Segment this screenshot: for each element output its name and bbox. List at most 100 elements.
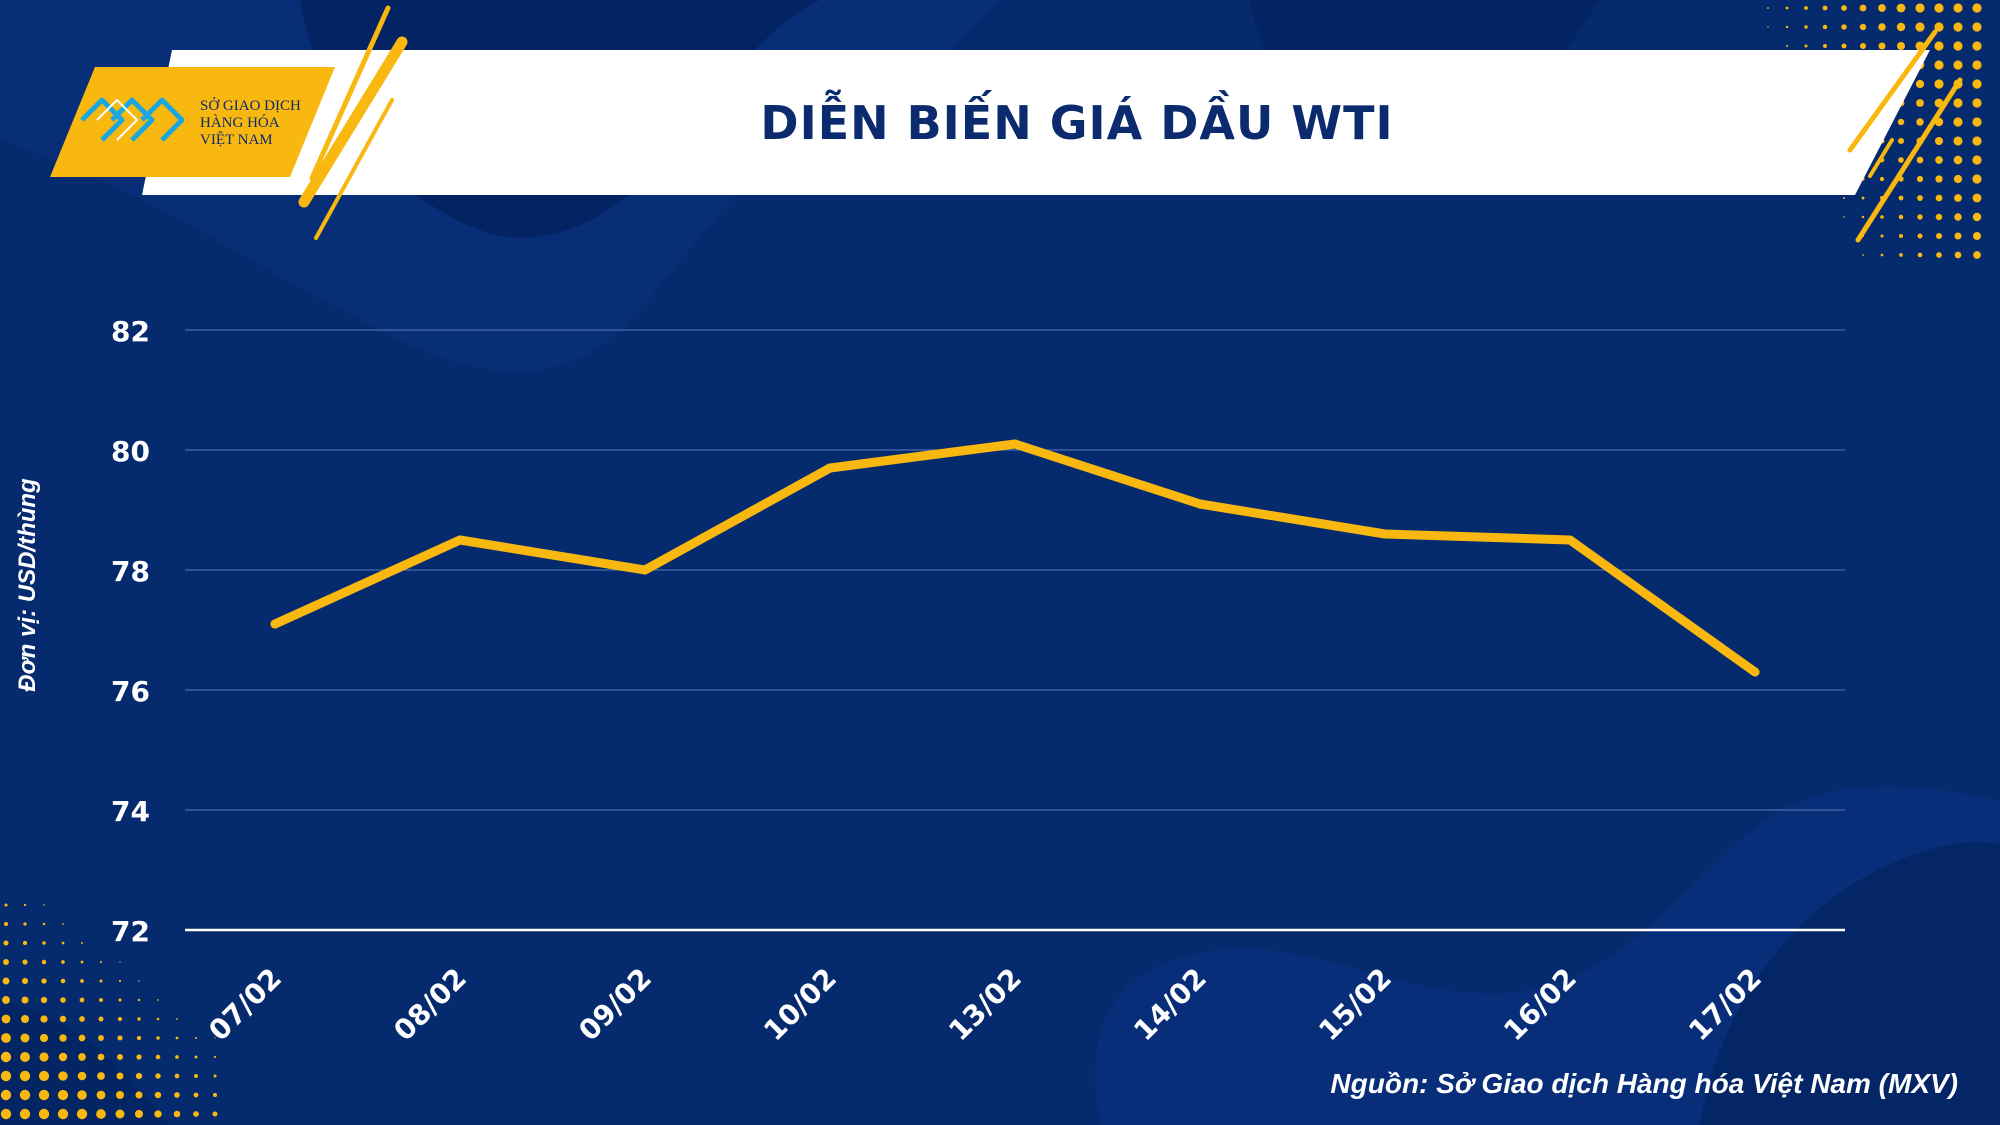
decor-dot [1859,4,1867,12]
decor-dot [1880,253,1884,257]
decor-dot [1934,22,1944,32]
decor-dot [1916,156,1924,164]
decor-dot [1896,41,1906,51]
decor-dot [98,1016,104,1022]
x-axis-tick-labels: 07/02 08/02 09/02 10/02 13/02 14/02 15/02 16/02… [202,962,1768,1048]
decor-dot [1767,7,1769,9]
decor-dot [1859,23,1867,31]
data-point [640,565,650,575]
decor-dot [97,1053,105,1061]
decor-dot [1915,3,1925,13]
decor-dot [99,998,103,1002]
decor-dot [1954,251,1962,259]
decor-dot [19,1070,31,1082]
accent-stripes-right [1847,29,1963,243]
decor-dot [1972,136,1982,146]
decor-dot [1935,232,1943,240]
decor-dot [1843,197,1845,199]
decor-dot [1841,43,1847,49]
logo-mark-icon [80,97,185,142]
decor-dot [40,1015,48,1023]
decor-dot [193,1111,199,1117]
logo-badge [50,67,335,177]
decor-dot [118,979,122,983]
decor-dot [20,1014,30,1024]
decor-dot [20,1052,30,1062]
decor-dot [135,1091,143,1099]
decor-dot [2,977,10,985]
decor-dot [0,1070,12,1082]
y-tick-label: 82 [111,315,150,348]
decor-dot [155,1073,161,1079]
decor-dot [42,941,46,945]
decor-dot [1972,22,1982,32]
decor-dot [1880,234,1884,238]
decor-dot [156,1017,160,1021]
data-point [1195,499,1205,509]
bg-wave-bottom-2 [1700,842,2000,1125]
x-tick-label: 09/02 [572,962,658,1048]
decor-dot [1804,6,1808,10]
decor-dot [1898,214,1904,220]
decor-dot [99,960,103,964]
decor-dot [212,1111,218,1117]
decor-dot [156,1036,160,1040]
logo-line-1: SỞ GIAO DỊCH [200,98,301,114]
page-title: DIỄN BIẾN GIÁ DẦU WTI [760,95,1394,150]
decor-dot [1935,175,1943,183]
decor-dot [1972,193,1982,203]
decor-dot [1785,6,1789,10]
decor-dot [195,1037,197,1039]
decor-dot [19,1108,31,1120]
decor-dot [194,1055,198,1059]
decor-dot [1822,24,1828,30]
decor-dot [96,1109,106,1119]
decor-dot [1916,118,1924,126]
decor-dot [1785,44,1789,48]
decor-dot [2,996,10,1004]
decor-dot [1972,174,1982,184]
decor-dot [193,1092,199,1098]
decor-dot [1822,43,1828,49]
decor-dot [57,1089,69,1101]
decor-dot [116,1072,124,1080]
decor-dot [79,1016,85,1022]
decor-dot [1843,216,1845,218]
decor-dot [38,1108,50,1120]
decor-dot [1972,79,1982,89]
decor-dot [118,998,122,1002]
decor-dot [1896,22,1906,32]
decor-dot [1880,215,1884,219]
decor-dot [1953,136,1963,146]
y-axis-label: Đơn vị: USD/thùng [14,478,41,692]
decor-dot [1953,98,1963,108]
decor-dot [1898,157,1904,163]
decor-dot [41,959,47,965]
decor-dot [1972,41,1982,51]
decor-dot [117,1016,123,1022]
decor-dot [1878,4,1886,12]
decor-dot [1861,196,1865,200]
decor-dot [116,1091,124,1099]
decor-dot [39,1052,49,1062]
decor-dot [154,1091,162,1099]
decor-dot [1953,117,1963,127]
y-tick-label: 76 [111,675,150,708]
y-axis-tick-labels: 72 74 76 78 80 82 [111,315,150,948]
decor-dot [1953,174,1963,184]
decor-dot [58,1071,68,1081]
decor-dot [61,960,65,964]
decor-dot [3,940,9,946]
decor-dot [1953,155,1963,165]
title-banner [142,50,1930,195]
decor-dot [157,999,159,1001]
decor-dot [213,1055,217,1059]
decor-dot [23,922,27,926]
decor-dot [1934,3,1944,13]
decor-dot [1917,195,1923,201]
decor-dot [1916,99,1924,107]
decor-dot [22,940,28,946]
decor-dot [1953,22,1963,32]
decor-dot [21,977,29,985]
